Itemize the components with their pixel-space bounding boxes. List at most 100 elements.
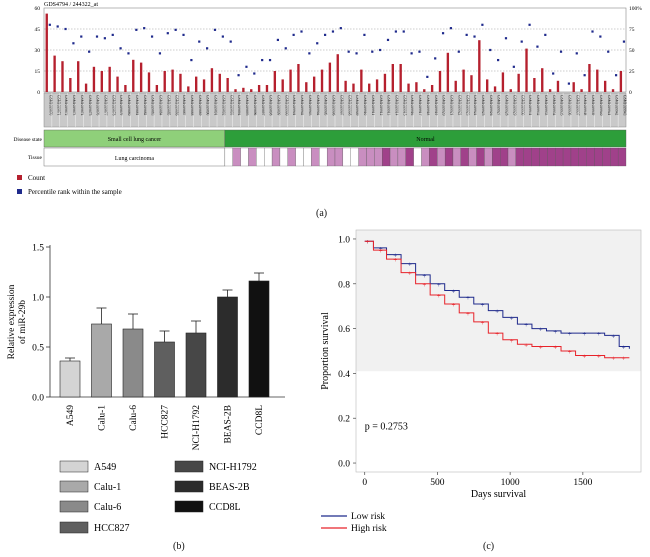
- legend-label: CCD8L: [209, 502, 241, 513]
- count-bar: [415, 82, 417, 92]
- x-tick-label: 0: [362, 478, 367, 488]
- count-bar: [470, 75, 472, 92]
- y2-tick-label: 25: [629, 69, 635, 75]
- percentile-point: [167, 32, 169, 34]
- mir29b-expression-bar-chart: 0.0 0.5 1.0 1.5 Relative expressionof miR-29…: [0, 225, 320, 555]
- censor-mark: +: [622, 344, 626, 352]
- y-tick-label: 0.8: [338, 280, 350, 290]
- x-tick-label: HCC827: [161, 405, 171, 439]
- count-bar: [219, 74, 221, 92]
- tissue-normal-cell: [335, 148, 343, 166]
- censor-mark: +: [553, 344, 557, 352]
- count-bar: [53, 56, 55, 92]
- count-bar: [282, 79, 284, 92]
- x-tick-label: 1500: [573, 478, 592, 488]
- percentile-point: [355, 52, 357, 54]
- x-tick-label: NCI-H1792: [192, 405, 202, 451]
- percentile-point: [332, 30, 334, 32]
- censor-mark: +: [466, 310, 470, 318]
- y-tick-label: 0.0: [32, 394, 44, 404]
- y-tick-label: 30: [35, 48, 41, 54]
- bar-calu-6: [123, 329, 143, 397]
- tissue-normal-cell: [304, 148, 312, 166]
- tissue-normal-cell: [414, 148, 422, 166]
- tissue-normal-cell: [563, 148, 571, 166]
- censor-mark: +: [611, 332, 615, 340]
- percentile-point: [300, 30, 302, 32]
- tissue-normal-cell: [492, 148, 500, 166]
- percentile-point: [308, 52, 310, 54]
- tissue-normal-cell: [587, 148, 595, 166]
- percentile-point: [206, 47, 208, 49]
- count-bar: [541, 68, 543, 92]
- percentile-point: [135, 29, 137, 31]
- y-tick-label: 1.0: [32, 294, 44, 304]
- count-bar: [423, 89, 425, 92]
- count-bar: [604, 81, 606, 92]
- count-bar: [392, 64, 394, 92]
- censor-mark: +: [481, 301, 485, 309]
- censor-mark: +: [539, 344, 543, 352]
- percentile-point: [418, 51, 420, 53]
- bar-ccd8l: [249, 281, 269, 397]
- tissue-normal-cell: [547, 148, 555, 166]
- percentile-point: [615, 74, 617, 76]
- count-bar: [376, 79, 378, 92]
- tissue-normal-cell: [484, 148, 492, 166]
- tissue-normal-cell: [288, 148, 296, 166]
- count-bar: [407, 84, 409, 92]
- count-bar: [447, 53, 449, 92]
- tissue-normal-cell: [469, 148, 477, 166]
- legend-label: A549: [94, 462, 116, 473]
- tissue-normal-cell: [351, 148, 359, 166]
- percentile-point: [49, 24, 51, 26]
- percentile-point: [411, 52, 413, 54]
- tissue-label: Tissue: [28, 155, 43, 161]
- tissue-lung-carcinoma-text: Lung carcinoma: [115, 156, 154, 162]
- legend-label: Low risk: [351, 512, 385, 522]
- count-bar: [179, 74, 181, 92]
- count-bar: [344, 81, 346, 92]
- sample-label: GSM1039943: [623, 95, 627, 116]
- count-bar: [274, 71, 276, 92]
- count-bar: [108, 67, 110, 92]
- count-bar: [478, 40, 480, 92]
- tissue-normal-cell: [272, 148, 280, 166]
- count-bar: [321, 70, 323, 92]
- tissue-normal-cell: [539, 148, 547, 166]
- percentile-point: [230, 41, 232, 43]
- count-bar: [148, 72, 150, 92]
- count-bar: [46, 14, 48, 92]
- y-tick-label: 0: [37, 90, 40, 96]
- tissue-normal-cell: [429, 148, 437, 166]
- percentile-point: [552, 72, 554, 74]
- censor-mark: +: [611, 355, 615, 363]
- percentile-point: [536, 46, 538, 48]
- count-bar: [549, 89, 551, 92]
- tissue-normal-cell: [382, 148, 390, 166]
- censor-mark: +: [510, 337, 514, 345]
- y2-tick-label: 0: [629, 90, 632, 96]
- censor-mark: +: [597, 352, 601, 360]
- tissue-normal-cell: [602, 148, 610, 166]
- count-bar: [250, 89, 252, 92]
- legend-swatch: [60, 501, 88, 512]
- legend-swatch: [175, 461, 203, 472]
- count-bar: [234, 89, 236, 92]
- percentile-point: [371, 51, 373, 53]
- percentile-point: [143, 27, 145, 29]
- bar-beas-2b: [218, 297, 238, 397]
- percentile-point: [363, 34, 365, 36]
- count-bar: [226, 78, 228, 92]
- tissue-normal-cell: [311, 148, 319, 166]
- x-tick-label: Calu-6: [129, 405, 139, 431]
- count-bar: [140, 63, 142, 92]
- percentile-point: [599, 35, 601, 37]
- tissue-normal-cell: [610, 148, 618, 166]
- count-bar: [164, 71, 166, 92]
- tissue-normal-cell: [618, 148, 626, 166]
- censor-mark: +: [568, 330, 572, 338]
- percentile-point: [623, 41, 625, 43]
- count-bar: [242, 88, 244, 92]
- count-bar: [69, 78, 71, 92]
